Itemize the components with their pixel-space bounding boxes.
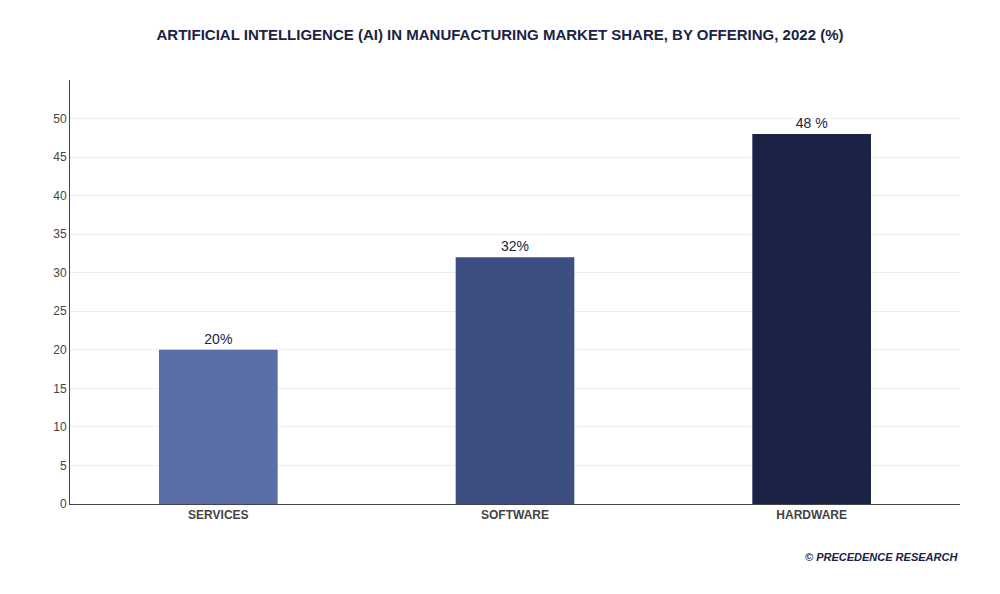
svg-text:ARTIFICIAL INTELLIGENCE (AI) I: ARTIFICIAL INTELLIGENCE (AI) IN MANUFACT…	[157, 26, 844, 43]
svg-text:© PRECEDENCE RESEARCH: © PRECEDENCE RESEARCH	[805, 551, 958, 563]
svg-text:25: 25	[53, 304, 67, 318]
svg-text:0: 0	[60, 497, 67, 511]
svg-text:5: 5	[60, 459, 67, 473]
svg-text:30: 30	[53, 266, 67, 280]
svg-text:35: 35	[53, 227, 67, 241]
svg-text:40: 40	[53, 189, 67, 203]
svg-text:15: 15	[53, 382, 67, 396]
svg-text:SOFTWARE: SOFTWARE	[481, 508, 549, 522]
svg-text:32%: 32%	[501, 238, 529, 254]
svg-text:48 %: 48 %	[796, 115, 828, 131]
svg-text:20%: 20%	[204, 331, 232, 347]
svg-text:HARDWARE: HARDWARE	[776, 508, 847, 522]
svg-text:SERVICES: SERVICES	[188, 508, 248, 522]
svg-text:45: 45	[53, 150, 67, 164]
svg-text:20: 20	[53, 343, 67, 357]
svg-text:10: 10	[53, 420, 67, 434]
svg-text:50: 50	[53, 112, 67, 126]
